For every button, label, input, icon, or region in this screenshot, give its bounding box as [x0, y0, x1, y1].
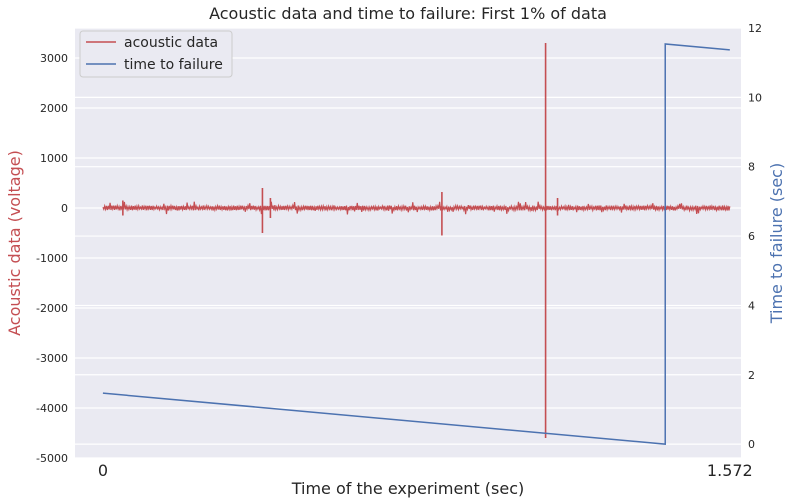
y-tick-label-left: 3000: [40, 52, 68, 65]
y-tick-label-right: 0: [748, 438, 755, 451]
gridlines: [75, 27, 741, 459]
legend-label: time to failure: [124, 57, 223, 73]
legend-label: acoustic data: [124, 35, 218, 51]
y-tick-label-right: 2: [748, 369, 755, 382]
legend: acoustic data time to failure: [79, 30, 233, 78]
y-tick-label-right: 12: [748, 22, 762, 35]
y-axis-label-left: Acoustic data (voltage): [5, 150, 24, 336]
y-tick-label-left: 1000: [40, 152, 68, 165]
x-axis-label: Time of the experiment (sec): [291, 479, 525, 498]
y-tick-label-right: 8: [748, 161, 755, 174]
y-tick-label-left: -5000: [36, 452, 68, 465]
axes-text: 3000200010000-1000-2000-3000-4000-500012…: [36, 22, 762, 480]
time-to-failure-line: [102, 43, 730, 445]
y-tick-label-left: -2000: [36, 302, 68, 315]
x-tick-label: 0: [98, 461, 108, 480]
y-tick-label-right: 6: [748, 230, 755, 243]
x-tick-label: 1.572: [707, 461, 753, 480]
y-tick-label-right: 10: [748, 91, 762, 104]
series-layer: [102, 43, 731, 445]
legend-box: [79, 30, 233, 78]
plot-background: [75, 28, 741, 458]
y-tick-label-left: 2000: [40, 102, 68, 115]
y-tick-label-left: -3000: [36, 352, 68, 365]
y-tick-label-right: 4: [748, 299, 755, 312]
y-tick-label-left: 0: [61, 202, 68, 215]
acoustic-data-line: [102, 201, 731, 215]
chart-title: Acoustic data and time to failure: First…: [209, 4, 607, 23]
y-tick-label-left: -1000: [36, 252, 68, 265]
y-axis-label-right: Time to failure (sec): [767, 163, 786, 324]
y-tick-label-left: -4000: [36, 402, 68, 415]
